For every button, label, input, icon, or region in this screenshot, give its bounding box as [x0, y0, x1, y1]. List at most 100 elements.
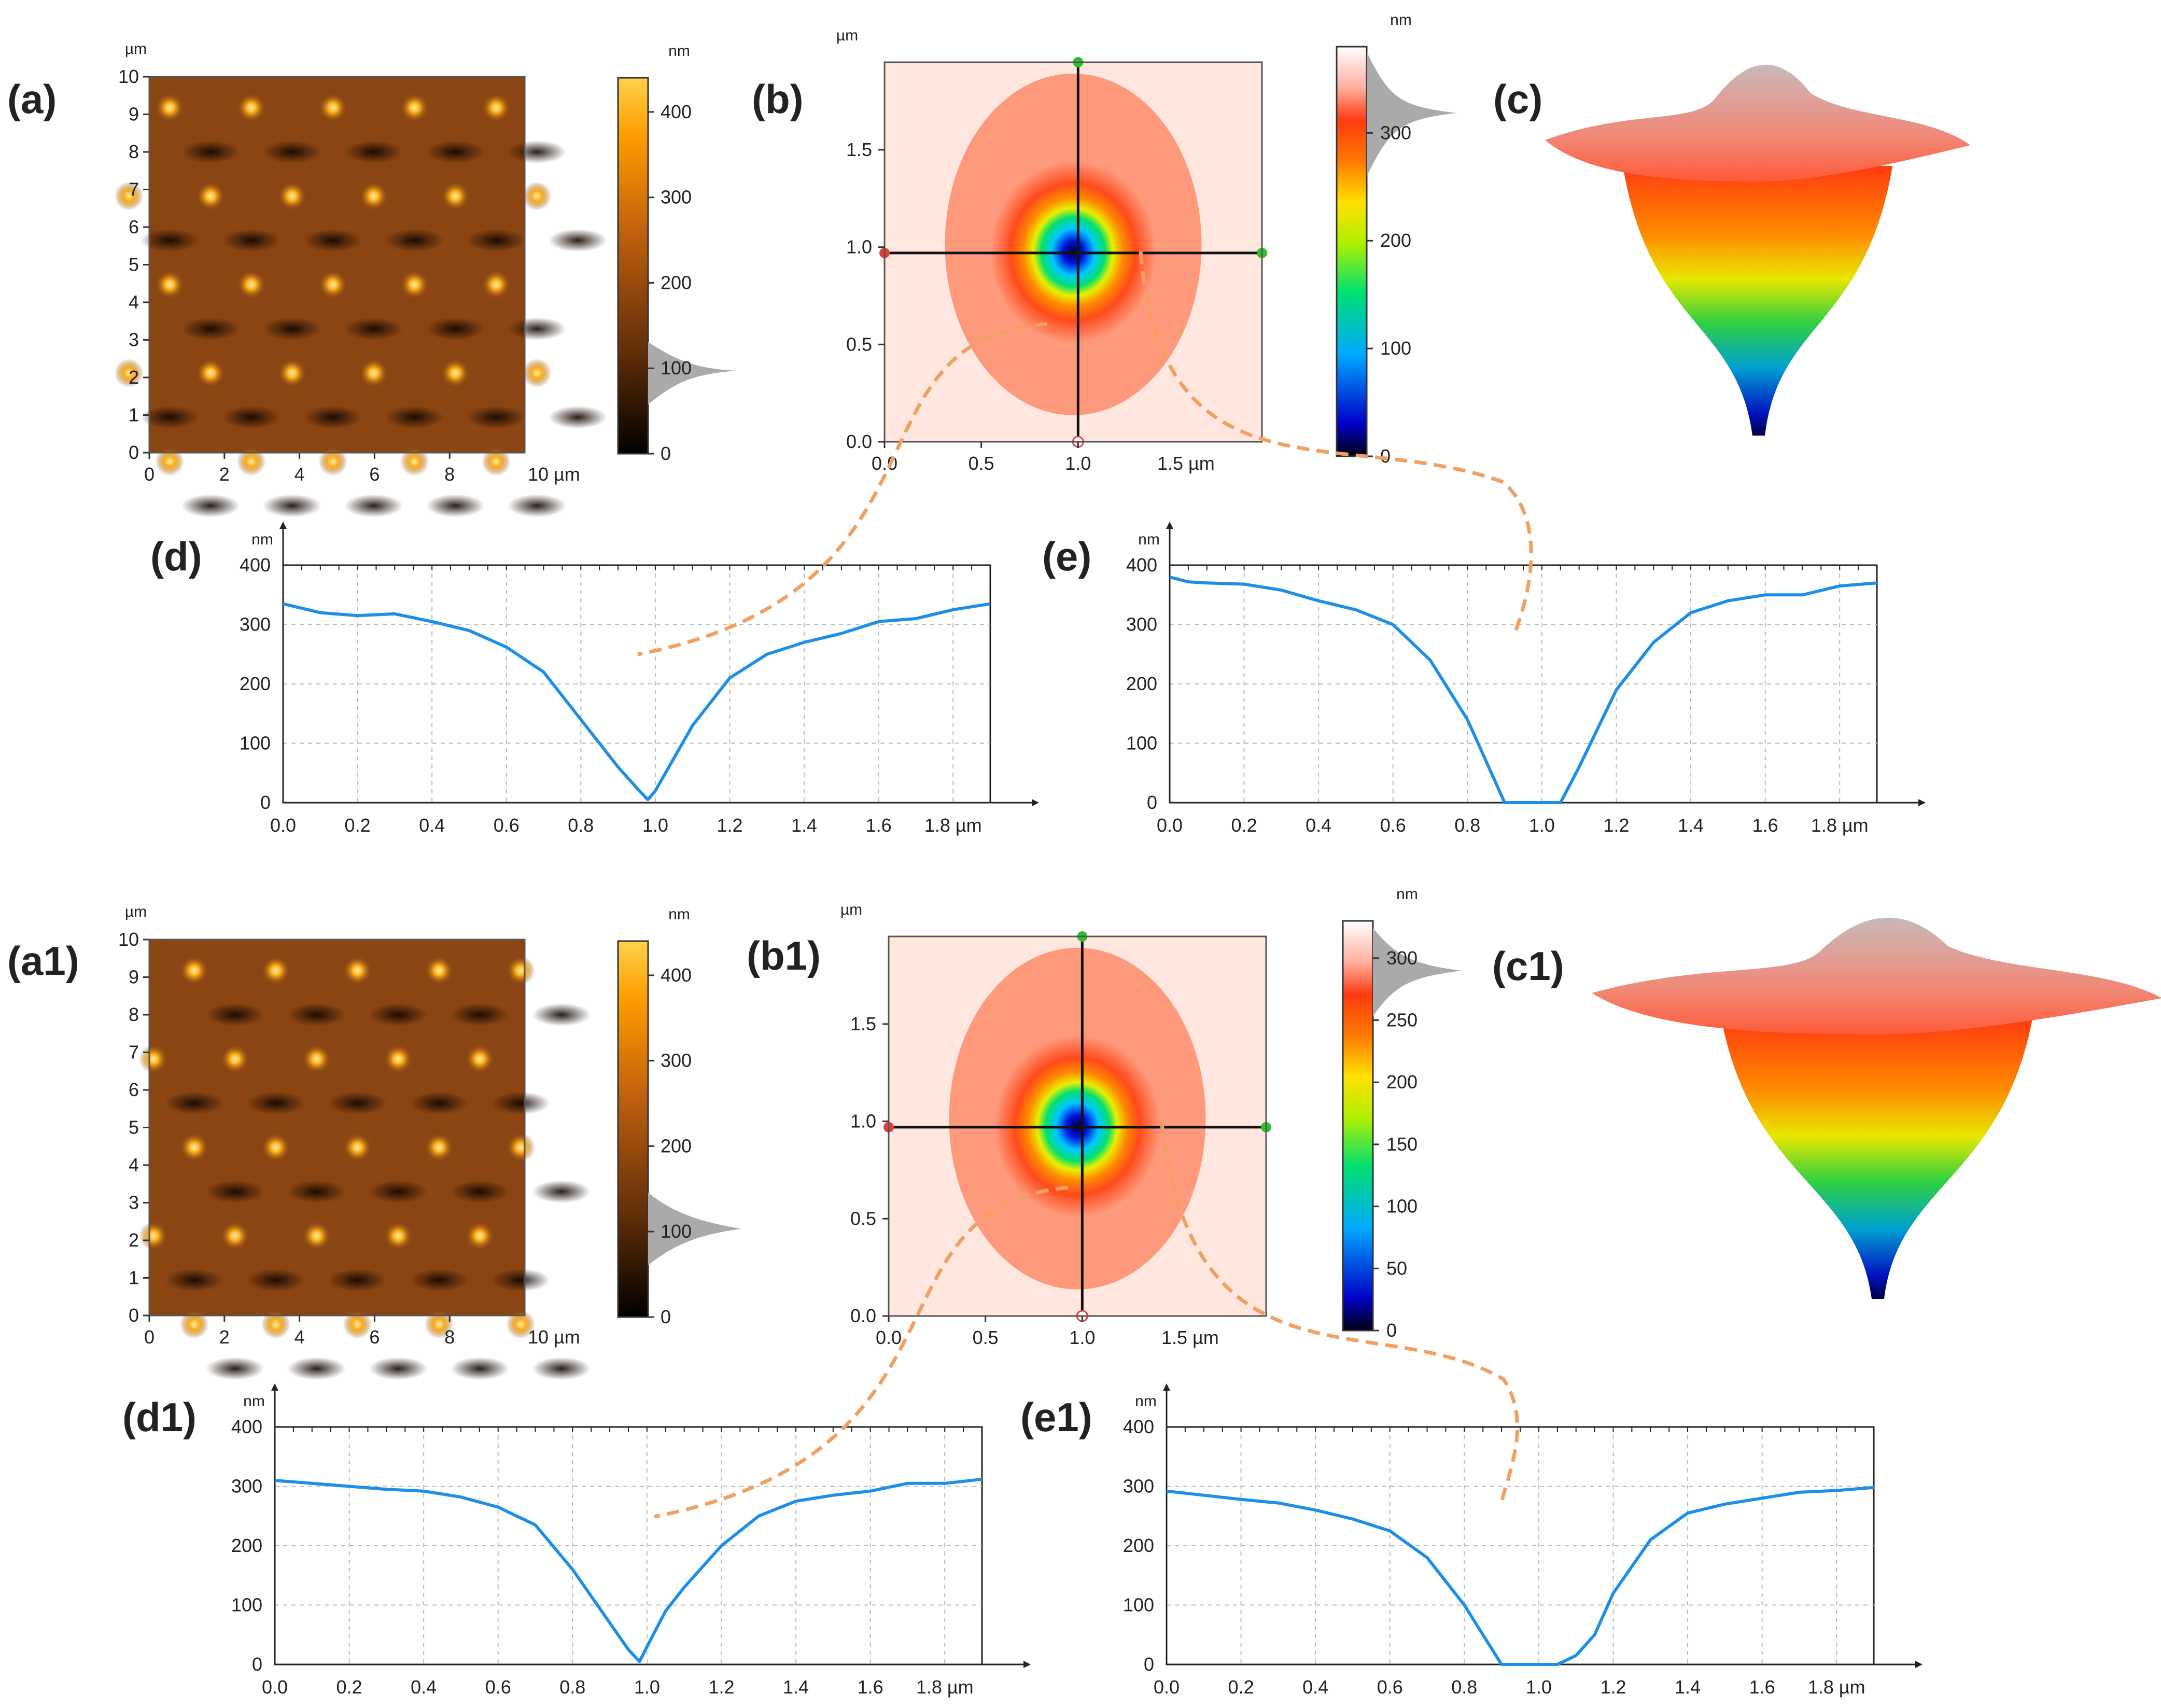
pit [450, 1180, 510, 1203]
y-tick-label: 100 [240, 733, 271, 754]
y-tick-label: 7 [129, 1042, 139, 1063]
panel-label-c: (c) [1493, 76, 1542, 122]
pit [344, 317, 403, 341]
pit [532, 1003, 591, 1027]
x-tick-label: 1.4 [791, 815, 817, 836]
profile-e [1166, 522, 1926, 806]
bump [236, 270, 266, 299]
bump [465, 1044, 495, 1074]
profile-curve [283, 602, 991, 802]
pit [507, 494, 567, 517]
profile-d1 [271, 1383, 1031, 1668]
y-tick-label: 7 [129, 179, 139, 200]
bump [481, 447, 511, 477]
y-tick-label: 0 [260, 792, 271, 813]
bump [261, 1132, 290, 1162]
x-tick-label: 0.2 [336, 1676, 362, 1698]
x-tick-label: 1.2 [1603, 815, 1629, 836]
connector-arrow [1139, 251, 1533, 636]
bump [318, 447, 348, 477]
pit [426, 317, 485, 341]
y-tick-label: 0.5 [850, 1208, 876, 1229]
y-tick-label: 300 [1123, 1476, 1154, 1497]
cb-tick-label: 100 [661, 357, 692, 379]
panel-label-e1: (e1) [1020, 1394, 1092, 1440]
y-tick-label: 300 [231, 1476, 262, 1497]
profile-curve [1166, 1486, 1874, 1666]
y-tick-label: 3 [129, 1192, 139, 1213]
y-tick-label: 400 [240, 554, 271, 576]
profile-e1 [1163, 1383, 1923, 1668]
y-tick-label: 4 [129, 1154, 139, 1175]
bump [441, 358, 470, 388]
x-tick-label: 1.4 [1678, 815, 1704, 836]
y-tick-label: 0 [252, 1654, 262, 1675]
pit [181, 494, 240, 517]
y-tick-label: 100 [1126, 733, 1157, 754]
bump [236, 447, 266, 477]
x-tick-label: 1.0 [634, 1676, 660, 1698]
y-tick-label: 0 [1147, 792, 1157, 813]
pit [246, 1091, 305, 1115]
panel-label-b: (b) [752, 76, 804, 122]
bump [179, 1132, 209, 1162]
bump [343, 956, 372, 985]
bump [196, 181, 226, 211]
bump [220, 1044, 250, 1074]
y-unit-label: µm [836, 27, 858, 44]
x-tick-label: 0.5 [969, 453, 994, 474]
cb-unit-label: nm [1396, 886, 1418, 903]
map-frame [883, 61, 1263, 443]
x-unit-label: 10 µm [528, 464, 580, 485]
bump [261, 956, 290, 985]
bump [155, 270, 185, 299]
y-tick-label: 300 [1126, 614, 1157, 635]
bump [400, 447, 429, 477]
colorbar [1336, 46, 1368, 457]
y-tick-label: 400 [231, 1416, 262, 1437]
colorbar [617, 77, 649, 455]
surface-c1 [1592, 917, 2161, 1299]
x-tick-label: 1.0 [1065, 453, 1091, 474]
x-tick-label: 1.2 [1600, 1676, 1626, 1698]
colorbar [1342, 920, 1374, 1332]
map-a1 [138, 939, 741, 1380]
bump [384, 1044, 413, 1074]
panel-label-d1: (d1) [122, 1394, 197, 1440]
pit [205, 1357, 264, 1380]
x-tick-label: 0.6 [494, 815, 520, 836]
bump [155, 93, 185, 122]
bump [359, 358, 388, 388]
y-unit-label: nm [243, 1393, 265, 1410]
pit [532, 1357, 591, 1380]
bump [114, 181, 144, 211]
y-tick-label: 8 [129, 141, 139, 162]
y-tick-label: 5 [129, 1117, 139, 1138]
bump [318, 93, 348, 122]
bump [220, 1221, 250, 1251]
y-tick-label: 100 [1123, 1594, 1154, 1616]
bump [506, 956, 536, 985]
pit [303, 405, 362, 429]
bump [506, 1310, 536, 1339]
y-tick-label: 6 [129, 1079, 139, 1100]
x-tick-label: 0.6 [485, 1676, 511, 1698]
panel-label-b1: (b1) [747, 933, 821, 978]
map-b1 [882, 920, 1462, 1332]
y-tick-label: 0 [129, 442, 139, 463]
pit [426, 140, 485, 164]
panel-label-c1: (c1) [1492, 943, 1564, 989]
y-unit-label: nm [1138, 531, 1160, 548]
panel-label-d: (d) [150, 534, 202, 579]
bump [424, 1310, 454, 1339]
cb-tick-label: 100 [1380, 338, 1411, 359]
panel-label-e: (e) [1042, 534, 1091, 579]
bump [522, 358, 552, 388]
bump [318, 270, 348, 299]
bump [236, 93, 266, 122]
y-unit-label: µm [840, 901, 862, 918]
pit [303, 229, 362, 252]
cb-tick-label: 0 [661, 443, 671, 464]
x-tick-label: 0.5 [973, 1327, 999, 1348]
